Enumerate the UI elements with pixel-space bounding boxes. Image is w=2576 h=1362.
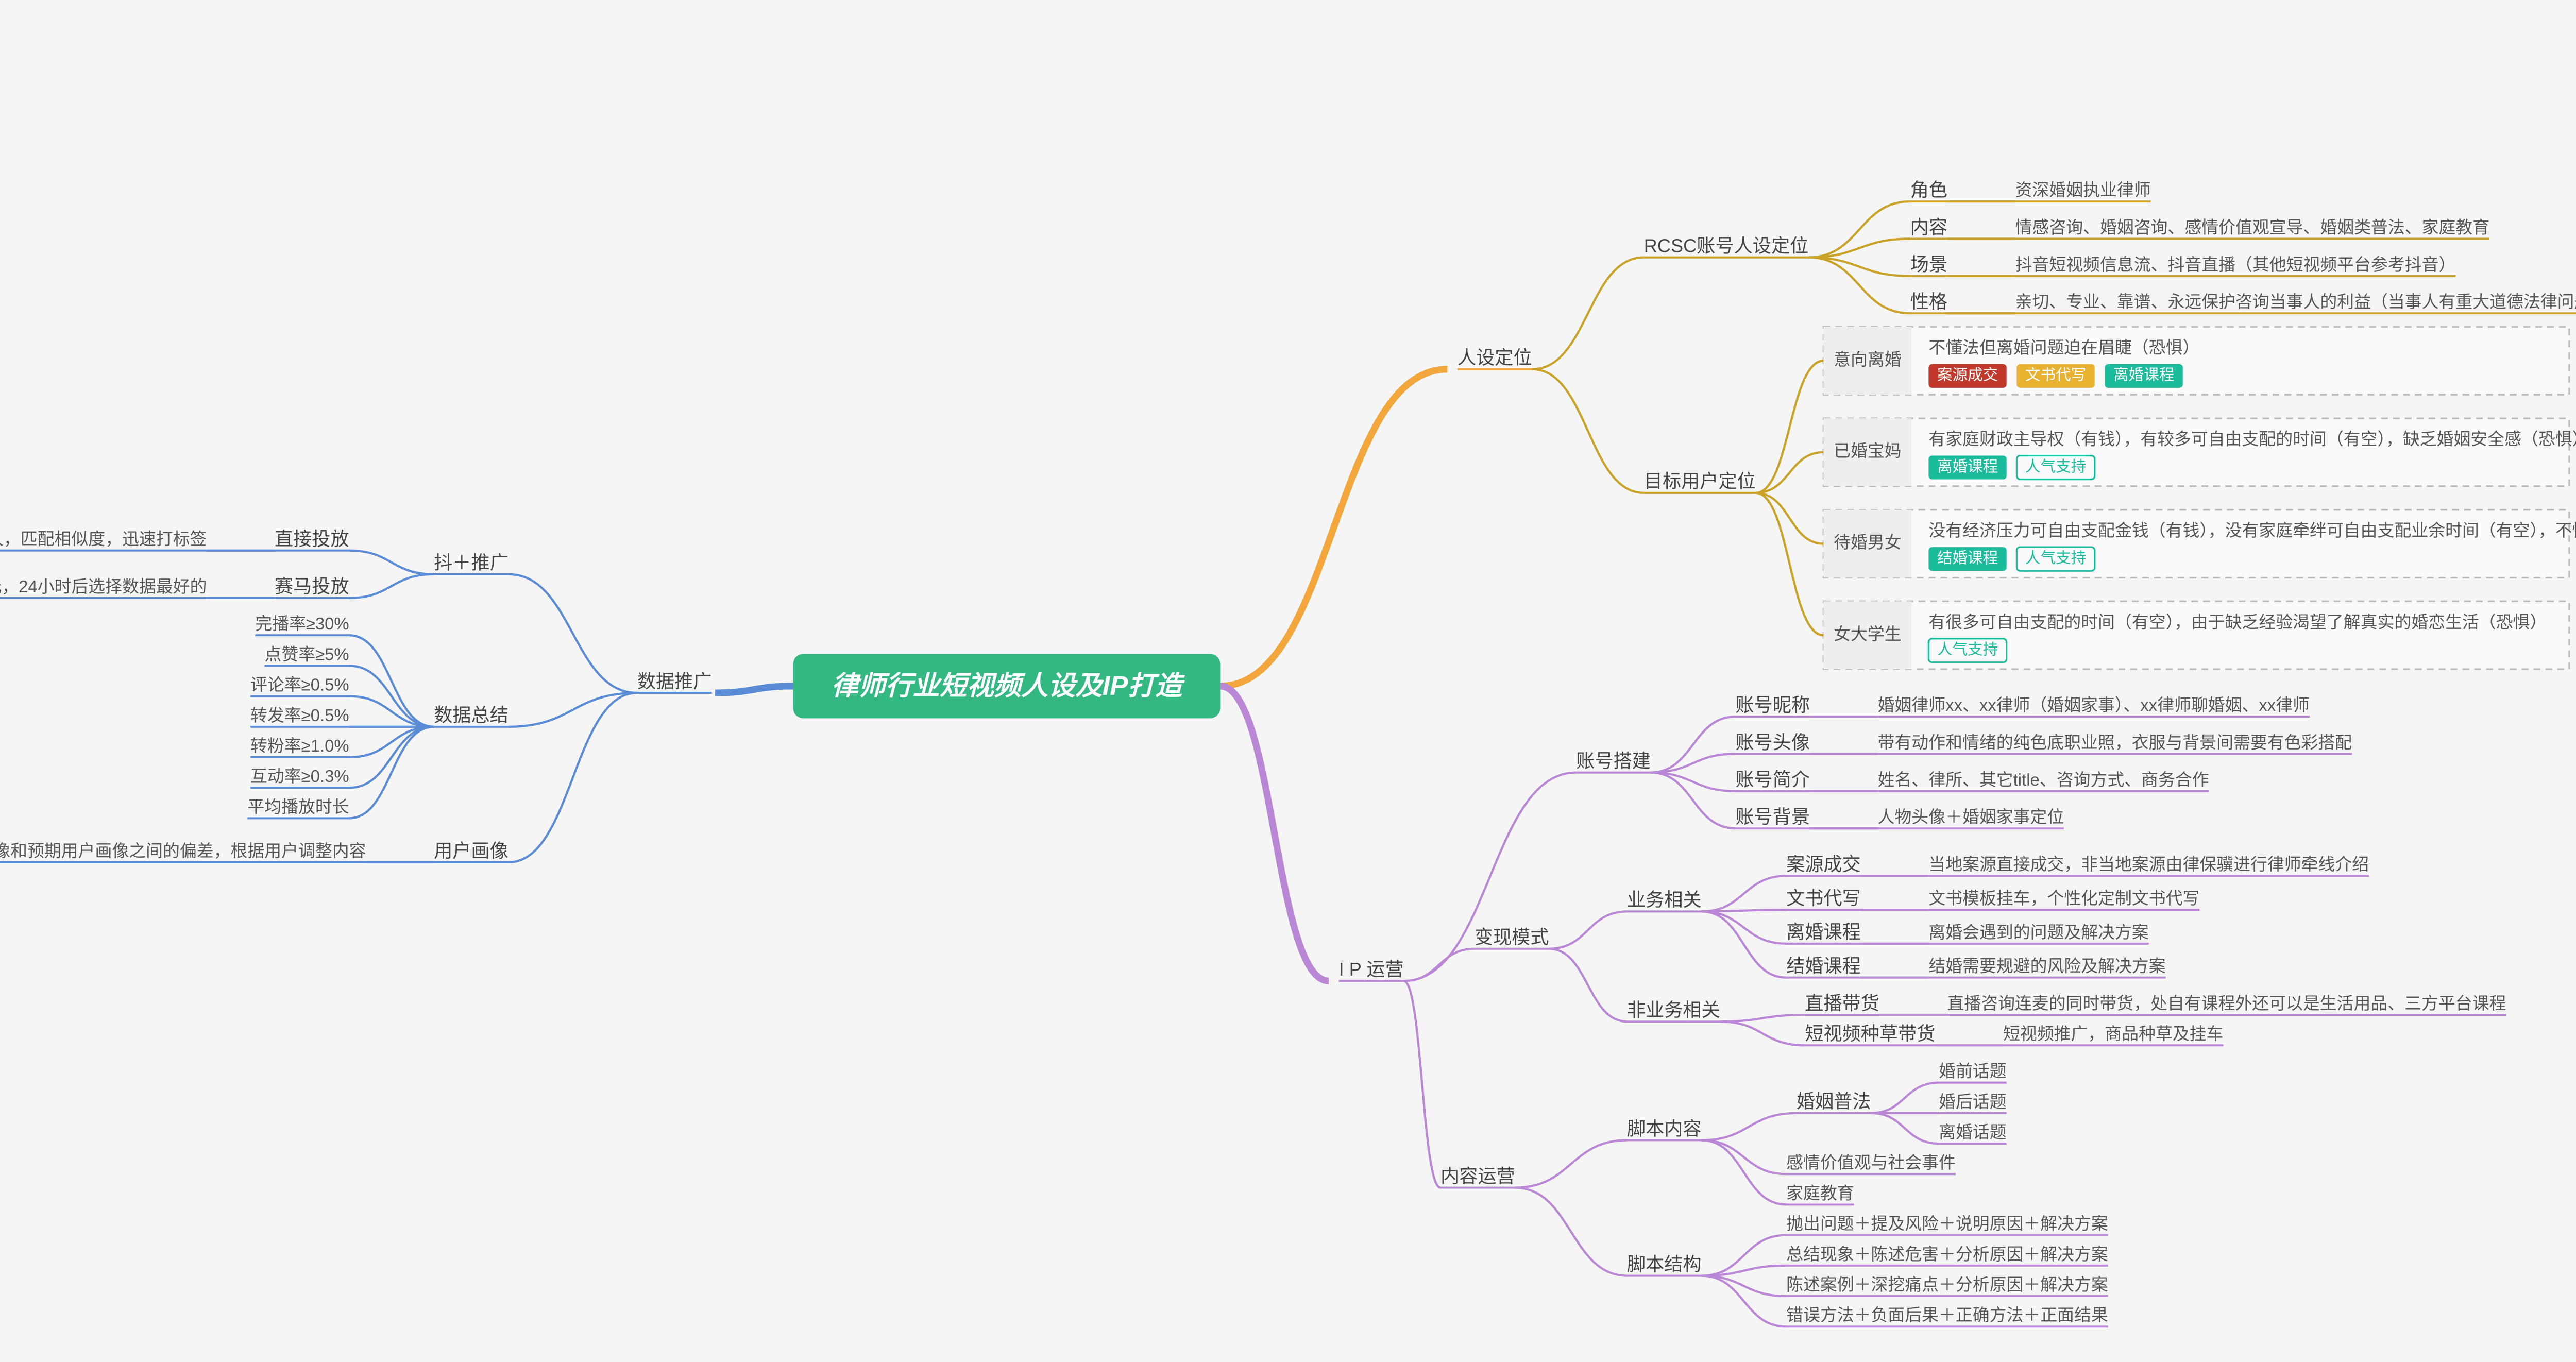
sum-5: 互动率≥0.3% (250, 767, 349, 786)
sum-2: 评论率≥0.5% (250, 675, 349, 694)
target-desc-1: 有家庭财政主导权（有钱），有较多可自由支配的时间（有空），缺乏婚姻安全感（恐惧） (1928, 430, 2576, 449)
summary: 数据总结 (434, 705, 509, 726)
nonbiz-0-value: 直播咨询连麦的同时带货，处自有课程外还可以是生活用品、三方平台课程 (1947, 994, 2506, 1013)
account-0-value: 婚姻律师xx、xx律师（婚姻家事）、xx律师聊婚姻、xx律师 (1878, 695, 2310, 714)
sum-4: 转粉率≥1.0% (250, 736, 349, 755)
target-desc-2: 没有经济压力可自由支配金钱（有钱），没有家庭牵绊可自由支配业余时间（有空），不懂… (1928, 521, 2576, 540)
rcsc-0-key: 角色 (1910, 179, 1947, 200)
account-3-value: 人物头像＋婚姻家事定位 (1878, 807, 2064, 826)
account: 账号搭建 (1576, 750, 1651, 771)
branch-persona: 人设定位 (1458, 347, 1532, 368)
nonbiz-1-key: 短视频种草带货 (1805, 1023, 1935, 1044)
account-1-key: 账号头像 (1735, 731, 1810, 753)
branch-data: 数据推广 (637, 671, 712, 692)
dou-1-value: 投放多条，每条100元，24小时后选择数据最好的 (0, 577, 207, 596)
dou-0-value: 对标抖＋投放达人，匹配相似度，迅速打标签 (0, 530, 207, 549)
account-0-key: 账号昵称 (1735, 694, 1810, 716)
target-title-3: 女大学生 (1834, 624, 1902, 643)
ml-0: 婚前话题 (1939, 1062, 2007, 1081)
biz-0-key: 案源成交 (1786, 854, 1861, 875)
dou-0-key: 直接投放 (275, 529, 349, 550)
mindmap-stage: 律师行业短视频人设及IP打造 人设定位 I P 运营 数据推广 RCSC账号人设定位 角色… (0, 0, 2576, 1362)
biz: 业务相关 (1627, 889, 1702, 910)
ml-2: 离婚话题 (1939, 1122, 2007, 1142)
tag-text-3-0: 人气支持 (1937, 641, 1998, 658)
branch-ip: I P 运营 (1339, 959, 1404, 980)
tag-text-0-0: 案源成交 (1937, 367, 1998, 384)
target-desc-3: 有很多可自由支配的时间（有空），由于缺乏经验渴望了解真实的婚恋生活（恐惧） (1928, 612, 2547, 632)
biz-2-key: 离婚课程 (1786, 922, 1861, 943)
target-box-3 (1823, 601, 2569, 669)
ss-2: 陈述案例＋深挖痛点＋分析原因＋解决方案 (1786, 1275, 2108, 1294)
monetize: 变现模式 (1475, 927, 1549, 948)
script-struct: 脚本结构 (1627, 1253, 1702, 1274)
target: 目标用户定位 (1644, 471, 1756, 492)
sc-other-0: 感情价值观与社会事件 (1786, 1153, 1956, 1172)
ml-1: 婚后话题 (1939, 1092, 2007, 1111)
rcsc-1-value: 情感咨询、婚姻咨询、感情价值观宣导、婚姻类普法、家庭教育 (2015, 217, 2490, 236)
biz-0-value: 当地案源直接成交，非当地案源由律保骥进行律师牵线介绍 (1928, 855, 2369, 874)
target-title-1: 已婚宝妈 (1834, 441, 1902, 461)
biz-2-value: 离婚会遇到的问题及解决方案 (1928, 923, 2148, 942)
ss-3: 错误方法＋负面后果＋正确方法＋正面结果 (1786, 1305, 2108, 1324)
account-2-value: 姓名、律所、其它title、咨询方式、商务合作 (1878, 770, 2209, 789)
rcsc: RCSC账号人设定位 (1644, 235, 1809, 256)
tag-text-0-2: 离婚课程 (2113, 367, 2174, 384)
portrait: 用户画像 (434, 840, 509, 861)
nonbiz-1-value: 短视频推广，商品种草及挂车 (2003, 1024, 2223, 1043)
biz-3-key: 结婚课程 (1786, 955, 1861, 976)
biz-1-value: 文书模板挂车，个性化定制文书代写 (1928, 889, 2199, 908)
sum-6: 平均播放时长 (247, 797, 349, 816)
tag-text-2-0: 结婚课程 (1937, 550, 1998, 567)
rcsc-2-value: 抖音短视频信息流、抖音直播（其他短视频平台参考抖音） (2015, 255, 2456, 274)
tag-text-1-0: 离婚课程 (1937, 458, 1998, 475)
target-desc-0: 不懂法但离婚问题迫在眉睫（恐惧） (1928, 338, 2199, 357)
tag-text-1-1: 人气支持 (2025, 458, 2086, 475)
portrait-v: 总结实际用户画像和预期用户画像之间的偏差，根据用户调整内容 (0, 841, 366, 860)
target-title-2: 待婚男女 (1834, 533, 1902, 552)
account-2-key: 账号简介 (1735, 769, 1810, 790)
script-content: 脚本内容 (1627, 1118, 1702, 1139)
rcsc-3-value: 亲切、专业、靠谱、永远保护咨询当事人的利益（当事人有重大道德法律问题除外） (2015, 292, 2576, 311)
mindmap-svg: 律师行业短视频人设及IP打造 人设定位 I P 运营 数据推广 RCSC账号人设定位 角色… (0, 0, 2576, 1362)
rcsc-0-value: 资深婚姻执业律师 (2015, 180, 2151, 199)
rcsc-1-key: 内容 (1910, 216, 1947, 237)
dou: 抖＋推广 (434, 552, 509, 573)
biz-3-value: 结婚需要规避的风险及解决方案 (1928, 957, 2165, 976)
ss-1: 总结现象＋陈述危害＋分析原因＋解决方案 (1786, 1245, 2108, 1264)
nonbiz: 非业务相关 (1627, 999, 1720, 1020)
tag-text-0-1: 文书代写 (2025, 367, 2086, 384)
rcsc-3-key: 性格 (1910, 291, 1947, 312)
content: 内容运营 (1440, 1165, 1515, 1186)
nonbiz-0-key: 直播带货 (1805, 993, 1879, 1014)
sum-0: 完播率≥30% (255, 614, 349, 633)
sum-3: 转发率≥0.5% (250, 706, 349, 725)
tag-text-2-1: 人气支持 (2025, 550, 2086, 567)
root-label: 律师行业短视频人设及IP打造 (831, 671, 1185, 701)
sum-1: 点赞率≥5% (264, 644, 349, 663)
account-3-key: 账号背景 (1735, 806, 1810, 827)
dou-1-key: 赛马投放 (275, 576, 349, 597)
marriage-law: 婚姻普法 (1797, 1091, 1871, 1112)
biz-1-key: 文书代写 (1786, 888, 1861, 909)
sc-other-1: 家庭教育 (1786, 1183, 1854, 1202)
target-title-0: 意向离婚 (1834, 350, 1902, 369)
rcsc-2-key: 场景 (1910, 254, 1947, 275)
account-1-value: 带有动作和情绪的纯色底职业照，衣服与背景间需要有色彩搭配 (1878, 733, 2352, 752)
ss-0: 抛出问题＋提及风险＋说明原因＋解决方案 (1786, 1214, 2108, 1233)
